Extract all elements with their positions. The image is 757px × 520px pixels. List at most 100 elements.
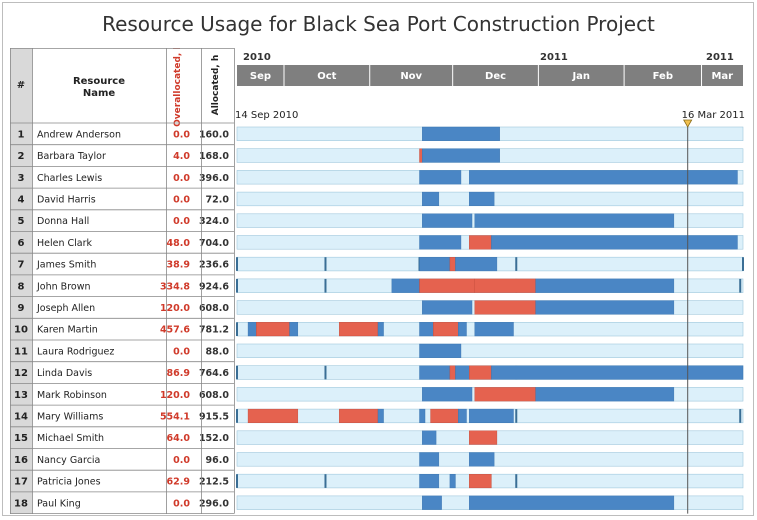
range-start-label: 14 Sep 2010 (235, 110, 298, 121)
row-overallocated: 86.9 (167, 368, 190, 379)
allocated-bar (469, 170, 738, 185)
month-label: Dec (485, 71, 506, 82)
row-allocated: 296.0 (199, 498, 229, 509)
usage-tick (515, 257, 518, 271)
range-end-label: 16 Mar 2011 (682, 110, 745, 121)
usage-tick (324, 278, 327, 293)
usage-tick (515, 409, 518, 423)
row-allocated: 72.0 (206, 194, 230, 205)
row-name: Patricia Jones (37, 477, 101, 488)
usage-tick (324, 474, 327, 488)
overallocated-bar (474, 387, 536, 402)
usage-tick (236, 409, 238, 423)
allocated-bar (535, 300, 675, 315)
row-allocated: 88.0 (206, 346, 230, 357)
allocated-bar (422, 213, 473, 228)
month-header-bg (237, 65, 743, 86)
overallocated-bar (339, 408, 379, 424)
row-allocated: 212.5 (199, 477, 229, 488)
row-overallocated: 0.0 (173, 129, 190, 140)
row-allocated: 168.0 (199, 151, 229, 162)
usage-tick (236, 257, 238, 271)
allocated-bar (422, 126, 500, 141)
row-num: 6 (18, 238, 25, 249)
allocated-bar (422, 495, 442, 510)
allocated-bar (491, 235, 738, 250)
row-num: 7 (18, 260, 25, 271)
row-num: 14 (14, 411, 28, 422)
row-name: Helen Clark (37, 238, 93, 249)
row-num: 12 (14, 368, 28, 379)
row-overallocated: 334.8 (160, 281, 190, 292)
year-label: 2010 (243, 52, 271, 63)
row-overallocated: 0.0 (173, 455, 190, 466)
allocated-bar (419, 474, 440, 489)
allocated-bar (491, 365, 744, 380)
month-label: Feb (653, 71, 673, 82)
year-label: 2011 (540, 52, 568, 63)
allocated-bar (422, 191, 440, 207)
usage-tick (742, 257, 744, 271)
row-allocated: 152.0 (199, 433, 229, 444)
allocated-bar (419, 322, 434, 337)
allocated-bar (474, 322, 514, 337)
row-num: 13 (14, 390, 28, 401)
row-name: Laura Rodriguez (37, 346, 114, 357)
row-num: 11 (14, 346, 28, 357)
allocated-bar (422, 387, 473, 402)
allocated-bar (458, 322, 467, 337)
allocated-bar (458, 408, 467, 424)
row-overallocated: 62.9 (167, 477, 190, 488)
row-overallocated: 457.6 (160, 325, 190, 336)
usage-tick (739, 278, 742, 293)
row-num: 10 (14, 325, 28, 336)
overallocated-bar (469, 430, 498, 445)
row-num: 8 (18, 281, 25, 292)
month-label: Nov (400, 71, 422, 82)
usage-tick (515, 474, 518, 488)
allocated-bar (469, 452, 495, 467)
row-allocated: 96.0 (206, 455, 230, 466)
allocated-bar (535, 387, 675, 402)
row-name: John Brown (36, 281, 91, 292)
allocated-bar (422, 300, 473, 315)
row-allocated: 764.6 (199, 368, 229, 379)
allocated-bar (422, 148, 500, 163)
row-name: Linda Davis (37, 368, 92, 379)
allocated-bar (455, 257, 498, 272)
overallocated-bar (449, 257, 456, 272)
row-overallocated: 0.0 (173, 346, 190, 357)
today-marker-icon (683, 119, 693, 128)
row-name: Andrew Anderson (37, 129, 121, 140)
row-overallocated: 120.0 (160, 390, 190, 401)
row-allocated: 396.0 (199, 173, 229, 184)
header-overallocated: Overallocated, h (173, 48, 183, 127)
allocated-bar (419, 170, 462, 185)
row-overallocated: 0.0 (173, 194, 190, 205)
overallocated-bar (433, 322, 459, 337)
row-allocated: 924.6 (199, 281, 229, 292)
row-allocated: 608.0 (199, 390, 229, 401)
row-overallocated: 0.0 (173, 173, 190, 184)
overallocated-bar (247, 408, 299, 424)
row-name: Paul King (37, 498, 81, 509)
row-num: 16 (14, 455, 28, 466)
usage-tick (739, 409, 742, 423)
header-name-line2: Name (83, 88, 116, 99)
row-num: 9 (18, 303, 25, 314)
month-label: Oct (317, 71, 336, 82)
header-name-line1: Resource (73, 76, 125, 87)
allocated-bar (419, 408, 426, 424)
usage-tick (236, 474, 238, 488)
row-overallocated: 0.0 (173, 216, 190, 227)
allocated-bar (419, 257, 451, 272)
row-name: Barbara Taylor (37, 151, 106, 162)
row-allocated: 704.0 (199, 238, 229, 249)
year-label: 2011 (706, 52, 734, 63)
chart-title: Resource Usage for Black Sea Port Constr… (102, 12, 655, 36)
overallocated-bar (419, 148, 423, 163)
overallocated-bar (339, 322, 379, 337)
overallocated-bar (419, 278, 475, 293)
